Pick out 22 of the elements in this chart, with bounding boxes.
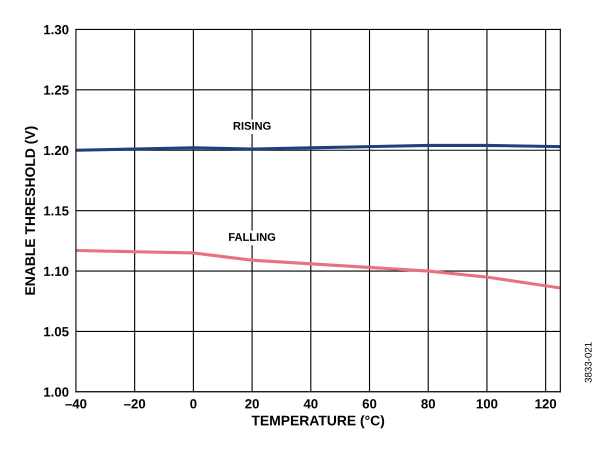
x-tick-label: 100 — [476, 399, 498, 408]
line-series — [76, 248, 560, 290]
y-tick-label: 1.10 — [44, 266, 68, 276]
x-tick-label: 80 — [421, 399, 436, 408]
x-tick-label: 40 — [304, 399, 318, 408]
y-tick-label: 1.05 — [44, 327, 69, 336]
y-tick-label: 1.15 — [44, 206, 69, 216]
text: 3833-021 — [584, 342, 592, 383]
y-tick-label: 1.25 — [44, 85, 69, 95]
x-tick-label: 60 — [362, 399, 376, 408]
y-tick-label: 1.20 — [44, 146, 68, 156]
series-label: FALLING — [229, 233, 276, 241]
x-axis-title: TEMPERATURE (°C) — [252, 415, 384, 428]
x-tick-label: 120 — [535, 399, 556, 408]
y-tick-label: 1.30 — [44, 25, 68, 34]
x-tick-label: –20 — [124, 399, 146, 408]
x-tick-label: 20 — [245, 399, 259, 408]
y-axis-title: ENABLE THRESHOLD (V) — [24, 126, 38, 295]
y-tick-label: 1.00 — [44, 387, 68, 397]
x-tick-label: 0 — [190, 399, 196, 408]
series-label: RISING — [234, 122, 271, 130]
x-tick-label: –40 — [65, 399, 86, 408]
